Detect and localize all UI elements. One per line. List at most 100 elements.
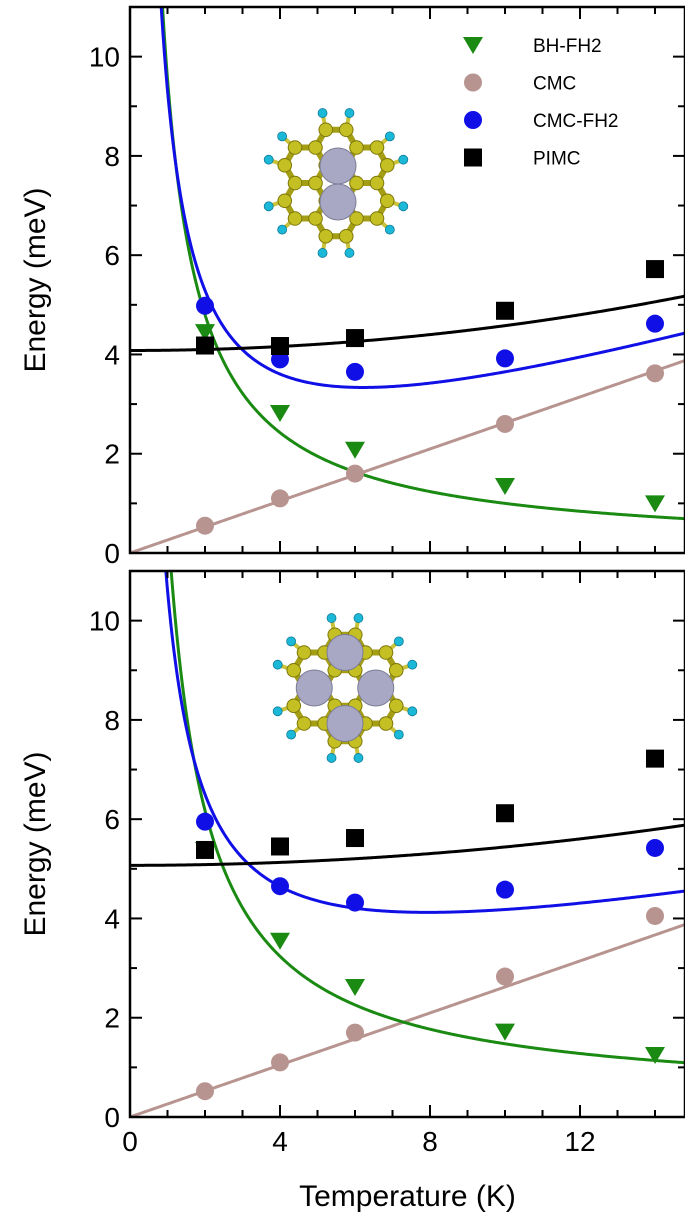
y-tick-label: 6 [104, 804, 120, 835]
carbon-atom [277, 193, 293, 209]
carbon-atom [349, 175, 364, 191]
point-bh-fh2 [495, 1023, 515, 1041]
y-tick-label: 2 [104, 1003, 120, 1034]
carbon-atom [378, 645, 394, 660]
point-cmc-fh2 [346, 362, 364, 381]
fit-line-cmc-fh2 [164, 571, 685, 914]
point-cmc-fh2 [646, 838, 664, 857]
point-cmc [271, 489, 289, 508]
fit-curves [130, 7, 685, 553]
adatom [319, 183, 357, 221]
plot-frame [128, 569, 685, 1119]
point-cmc [271, 1053, 289, 1072]
hydrogen-atom [277, 131, 288, 142]
y-tick-label: 8 [104, 141, 120, 172]
carbon-atom [296, 716, 312, 731]
adatom [326, 705, 364, 743]
y-tick-label: 10 [89, 42, 120, 73]
legend-label: CMC-FH2 [533, 111, 619, 132]
panel-bottom: 0 2 4 6 8 10 0 4 8 12 Energy (meV) Temperature (K) [19, 569, 685, 1213]
carbon-atom [388, 698, 404, 714]
hydrogen-atom [272, 659, 283, 670]
y-tick-label: 10 [89, 606, 120, 637]
point-pimc [496, 301, 514, 320]
point-cmc-fh2 [271, 877, 289, 896]
carbon-atom [308, 211, 323, 226]
legend-label: BH-FH2 [533, 36, 602, 57]
hydrogen-atom [353, 613, 364, 623]
point-pimc [271, 337, 289, 356]
carbon-atom [286, 662, 302, 678]
legend: BH-FH2 CMC CMC-FH2 PIMC [463, 36, 619, 170]
x-tick-label: 12 [564, 1126, 595, 1157]
inset-molecule-1 [272, 613, 418, 763]
point-cmc [496, 967, 514, 986]
hydrogen-atom [398, 201, 409, 212]
fit-line-bh-fh2 [169, 571, 685, 1065]
hydrogen-atom [407, 706, 418, 717]
axis-ticks [129, 570, 685, 1118]
point-pimc [271, 837, 289, 856]
point-cmc [346, 464, 364, 483]
y-tick-label: 6 [104, 240, 120, 271]
hydrogen-atom [263, 201, 274, 212]
point-pimc [646, 260, 664, 279]
point-pimc [346, 329, 364, 348]
carbon-atom [388, 662, 404, 678]
legend-label: PIMC [533, 149, 581, 170]
point-pimc [196, 840, 214, 859]
carbon-atom [287, 211, 303, 226]
carbon-atom [318, 122, 334, 138]
carbon-atom [318, 228, 334, 244]
carbon-atom [338, 122, 354, 138]
carbon-atom [308, 175, 323, 191]
point-bh-fh2 [495, 477, 515, 495]
y-tick-label: 0 [104, 1102, 120, 1133]
point-cmc-fh2 [646, 314, 664, 333]
carbon-atom [287, 175, 303, 191]
adatom [357, 669, 395, 707]
carbon-atom [349, 140, 364, 155]
point-cmc [646, 906, 664, 925]
carbon-atom [369, 140, 385, 155]
legend-marker-cmc [464, 73, 482, 92]
hydrogen-atom [317, 108, 328, 118]
adatom [295, 669, 333, 707]
carbon-atom [338, 228, 354, 244]
fit-line-cmc [130, 359, 685, 553]
x-tick-label: 4 [272, 1126, 288, 1157]
hydrogen-atom [317, 248, 328, 258]
point-cmc-fh2 [196, 296, 214, 315]
y-tick-label: 0 [104, 538, 120, 569]
hydrogen-atom [344, 248, 355, 258]
adatom [319, 147, 357, 185]
hydrogen-atom [407, 659, 418, 670]
fit-line-bh-fh2 [161, 7, 685, 521]
inset-molecule-0 [263, 108, 409, 258]
hydrogen-atom [263, 154, 274, 165]
legend-marker-cmc-fh2 [464, 111, 482, 129]
point-pimc [496, 804, 514, 823]
carbon-atom [369, 175, 385, 191]
point-bh-fh2 [270, 405, 290, 423]
point-pimc [346, 829, 364, 848]
hydrogen-atom [384, 224, 395, 235]
point-cmc [646, 364, 664, 383]
point-cmc [196, 516, 214, 535]
data-points [195, 749, 665, 1101]
y-tick-label: 4 [104, 903, 120, 934]
y-tick-label: 4 [104, 339, 120, 370]
point-bh-fh2 [645, 495, 665, 513]
y-tick-label: 2 [104, 439, 120, 470]
point-cmc [346, 1023, 364, 1042]
legend-label: CMC [533, 74, 576, 95]
hydrogen-atom [326, 613, 337, 623]
carbon-atom [296, 645, 312, 660]
carbon-atom [369, 211, 385, 226]
legend-marker-pimc [464, 148, 482, 167]
y-tick-label: 8 [104, 705, 120, 736]
point-cmc-fh2 [196, 812, 214, 831]
legend-marker-bh-fh2 [463, 37, 483, 54]
fit-line-pimc [130, 294, 685, 352]
